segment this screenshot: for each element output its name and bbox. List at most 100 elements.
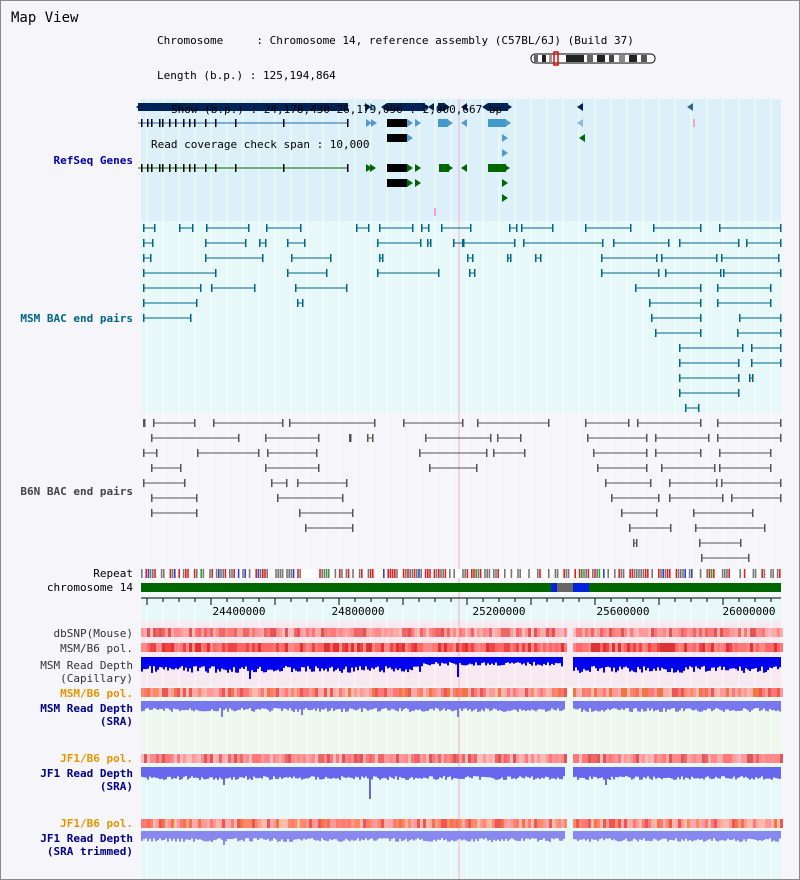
- dbsnp-cell: [438, 628, 441, 637]
- jf1-b6-pol-trim-cell: [408, 819, 411, 828]
- jf1-b6-pol-trim-cell: [363, 819, 366, 828]
- msm-depth-sra-bar: [507, 701, 509, 711]
- repeat-element: [281, 569, 284, 578]
- jf1-depth-trim-bar: [585, 831, 587, 841]
- jf1-depth-bar: [153, 767, 155, 778]
- msm-depth-sra-bar: [419, 701, 421, 710]
- msm-b6-pol-cell: [183, 643, 186, 652]
- jf1-depth-bar: [497, 767, 499, 780]
- msm-b6-pol-sra-cell: [528, 688, 531, 697]
- repeat-element: [169, 569, 172, 578]
- dbsnp-cell: [369, 628, 372, 637]
- gene-arrow: [577, 103, 583, 111]
- repeat-element: [352, 569, 354, 578]
- msm-depth-capillary-bar: [209, 657, 211, 669]
- jf1-depth-bar: [341, 767, 343, 777]
- jf1-b6-pol-cell: [645, 754, 648, 763]
- msm-depth-sra-bar: [515, 701, 517, 711]
- msm-depth-capillary-bar: [697, 657, 699, 669]
- msm-depth-sra-bar: [779, 701, 781, 712]
- msm-depth-capillary-bar: [725, 657, 727, 671]
- jf1-depth-trim-bar: [615, 831, 617, 841]
- msm-depth-capillary-bar: [709, 657, 711, 671]
- jf1-depth-bar: [303, 767, 305, 779]
- msm-bac-end-pairs-label[interactable]: MSM BAC end pairs: [20, 312, 133, 325]
- msm-b6-pol-sra-cell: [630, 688, 633, 697]
- msm-depth-sra-bar: [211, 701, 213, 710]
- msm-b6-pol-sra-cell: [666, 688, 669, 697]
- msm-depth-sra-bar: [387, 701, 389, 711]
- msm-b6-pol-cell: [399, 643, 402, 652]
- msm-depth-sra-bar: [179, 701, 181, 712]
- msm-b6-pol-sra-cell: [192, 688, 195, 697]
- b6n-bac-end-pairs-label[interactable]: B6N BAC end pairs: [20, 485, 133, 498]
- msm-depth-capillary-bar: [389, 657, 391, 668]
- repeat-element: [231, 569, 233, 578]
- msm-b6-pol-sra-cell: [207, 688, 210, 697]
- repeat-element: [574, 569, 576, 578]
- dbsnp-cell: [561, 628, 564, 637]
- jf1-b6-pol-cell: [651, 754, 654, 763]
- jf1-depth-bar: [677, 767, 679, 778]
- jf1-depth-trim-bar: [271, 831, 273, 841]
- msm-depth-capillary-bar: [265, 657, 267, 673]
- jf1-depth-bar: [359, 767, 361, 780]
- jf1-depth-trim-bar: [673, 831, 675, 841]
- jf1-b6-pol-cell: [441, 754, 444, 763]
- jf1-depth-trim-bar: [695, 831, 697, 841]
- b6n-bac-pair-end: [197, 449, 199, 457]
- b6n-bac-pair-end: [722, 494, 724, 502]
- jf1-b6-pol-trim-cell: [339, 819, 342, 828]
- jf1-depth-trim-bar: [691, 831, 693, 842]
- jf1-depth-bar: [697, 767, 699, 779]
- jf1-b6-pol-cell: [150, 754, 153, 763]
- msm-depth-capillary-bar: [483, 657, 485, 663]
- msm-bac-pair-end: [143, 239, 145, 247]
- jf1-b6-pol-cell: [435, 754, 438, 763]
- dbsnp-cell: [273, 628, 276, 637]
- msm-depth-capillary-bar: [217, 657, 219, 670]
- jf1-depth-bar: [559, 767, 561, 780]
- jf1-depth-bar: [319, 767, 321, 780]
- jf1-depth-bar: [529, 767, 531, 779]
- msm-depth-sra-bar: [405, 701, 407, 709]
- jf1-depth-trim-bar: [735, 831, 737, 841]
- jf1-b6-pol-trim-cell: [411, 819, 414, 828]
- msm-depth-capillary-bar: [399, 657, 401, 669]
- jf1-b6-pol-cell: [504, 754, 507, 763]
- jf1-b6-pol-cell: [249, 754, 252, 763]
- jf1-b6-pol-cell: [723, 754, 726, 763]
- dbsnp-cell: [744, 628, 747, 637]
- msm-b6-pol-sra-cell: [279, 688, 282, 697]
- repeat-element: [391, 569, 394, 578]
- jf1-b6-pol-cell: [201, 754, 204, 763]
- gene-block: [387, 119, 407, 127]
- jf1-depth-bar: [469, 767, 471, 778]
- jf1-depth-bar: [689, 767, 691, 780]
- msm-bac-pair-end: [738, 389, 740, 397]
- msm-depth-capillary-bar: [677, 657, 679, 671]
- msm-b6-pol-sra-cell: [198, 688, 201, 697]
- jf1-b6-pol-cell: [603, 754, 606, 763]
- msm-depth-capillary-bar: [597, 657, 599, 671]
- msm-depth-sra-bar: [487, 701, 489, 709]
- jf1-b6-pol-trim-cell: [741, 819, 744, 828]
- jf1-b6-pol-cell: [306, 754, 309, 763]
- repeat-element: [328, 569, 330, 578]
- repeat-element: [776, 569, 779, 578]
- msm-depth-sra-bar: [423, 701, 425, 712]
- jf1-b6-pol-trim-cell: [318, 819, 321, 828]
- jf1-b6-pol-trim-cell: [618, 819, 621, 828]
- refseq-genes-label[interactable]: RefSeq Genes: [53, 154, 133, 167]
- jf1-b6-pol-cell: [384, 754, 387, 763]
- jf1-depth-trim-bar: [399, 831, 401, 839]
- jf1-depth-trim-bar: [319, 831, 321, 842]
- msm-depth-capillary-bar: [741, 657, 743, 671]
- msm-depth-sra-bar: [357, 701, 359, 710]
- msm-depth-sra-bar: [727, 701, 729, 710]
- msm-depth-sra-bar: [305, 701, 307, 709]
- jf1-depth-trim-bar: [407, 831, 409, 842]
- jf1-depth-bar: [449, 767, 451, 777]
- jf1-b6-pol-trim-cell: [153, 819, 156, 828]
